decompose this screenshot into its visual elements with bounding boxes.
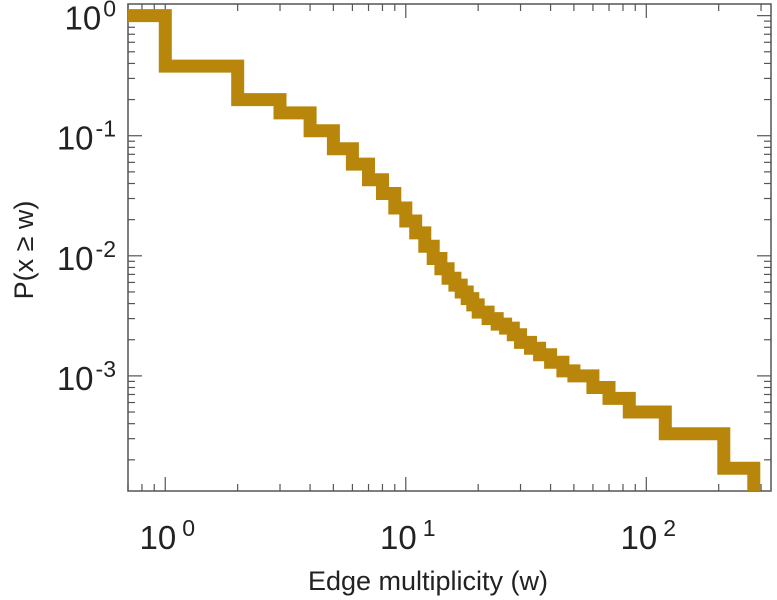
y-tick-label-exponent: 0 [103, 0, 116, 22]
x-tick-label: 10 0 [139, 515, 195, 556]
x-tick-label: 10 2 [621, 515, 677, 556]
x-axis-title: Edge multiplicity (w) [308, 566, 548, 596]
y-tick-label-exponent: -2 [96, 236, 116, 262]
y-axis-title: P(x ≥ w) [9, 201, 39, 300]
x-tick-label-base: 10 [621, 519, 658, 556]
plot-frame [127, 3, 772, 492]
y-tick-label-base: 10 [57, 240, 94, 277]
x-tick-label-exponent: 0 [182, 515, 195, 541]
y-tick-label: 10-2 [57, 236, 116, 277]
y-tick-label-base: 10 [57, 120, 94, 157]
y-tick-label-base: 10 [64, 0, 101, 37]
x-tick-label-base: 10 [380, 519, 417, 556]
ccdf-step-line [128, 9, 761, 491]
x-tick-label-base: 10 [139, 519, 176, 556]
y-tick-label: 10-1 [57, 116, 116, 157]
x-tick-label: 10 1 [380, 515, 436, 556]
x-tick-label-exponent: 2 [663, 515, 676, 541]
y-tick-label-base: 10 [57, 360, 94, 397]
y-tick-label: 100 [64, 0, 116, 37]
x-tick-label-exponent: 1 [423, 515, 436, 541]
y-tick-label-exponent: -3 [96, 356, 116, 382]
y-tick-label: 10-3 [57, 356, 116, 397]
y-tick-label-exponent: -1 [96, 116, 116, 142]
